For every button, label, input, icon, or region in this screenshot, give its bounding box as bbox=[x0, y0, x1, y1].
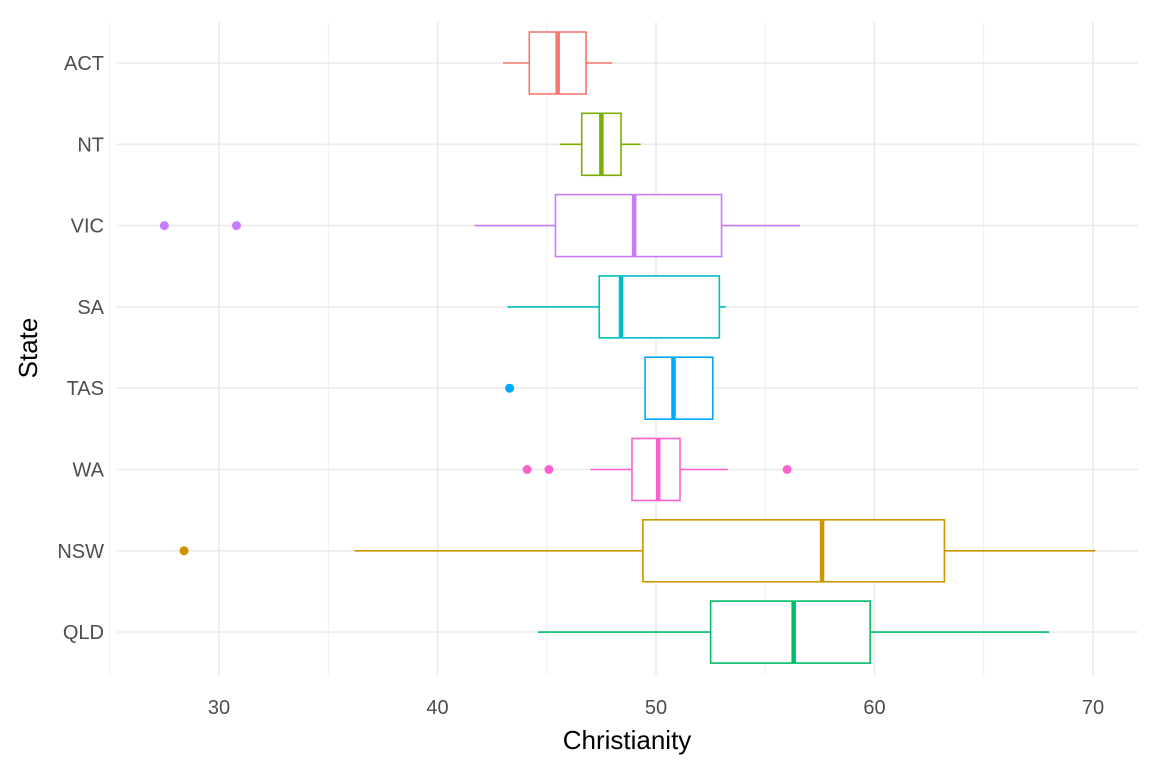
box-qld bbox=[538, 600, 1050, 664]
y-tick-label: VIC bbox=[71, 216, 104, 238]
y-axis-title: State bbox=[13, 318, 43, 379]
outlier-point bbox=[179, 546, 189, 556]
y-tick-label: SA bbox=[77, 297, 104, 319]
box-nt bbox=[559, 112, 641, 177]
iqr-box bbox=[554, 193, 723, 258]
x-axis-title: Christianity bbox=[563, 725, 692, 755]
x-tick-label: 40 bbox=[426, 697, 448, 719]
outlier-point bbox=[231, 221, 241, 231]
box-tas bbox=[505, 356, 714, 421]
outlier-point bbox=[522, 465, 532, 474]
y-tick-label: NT bbox=[77, 134, 104, 156]
box-act bbox=[503, 31, 613, 95]
iqr-box bbox=[709, 600, 871, 664]
box-wa bbox=[522, 437, 792, 502]
y-tick-label: WA bbox=[73, 460, 105, 482]
grid-lines bbox=[109, 22, 1138, 675]
y-tick-label: TAS bbox=[67, 378, 104, 400]
iqr-box bbox=[598, 275, 721, 339]
box-nsw bbox=[179, 518, 1096, 583]
axis-labels: 30 40 50 60 70 ACT NT VIC SA TAS WA NSW QLD bbox=[57, 53, 1104, 719]
x-tick-label: 70 bbox=[1082, 697, 1104, 719]
y-tick-label: QLD bbox=[63, 622, 104, 644]
box-sa bbox=[507, 275, 726, 339]
outlier-point bbox=[544, 465, 554, 474]
x-tick-label: 60 bbox=[863, 697, 885, 719]
iqr-box bbox=[644, 356, 714, 421]
boxplot-boxes bbox=[159, 31, 1096, 664]
iqr-box bbox=[642, 518, 946, 583]
x-tick-label: 30 bbox=[208, 697, 230, 719]
x-tick-label: 50 bbox=[645, 697, 667, 719]
outlier-point bbox=[782, 465, 792, 474]
y-tick-label: ACT bbox=[64, 53, 104, 75]
outlier-point bbox=[505, 383, 515, 393]
outlier-point bbox=[159, 221, 169, 231]
box-vic bbox=[159, 193, 801, 258]
y-tick-label: NSW bbox=[57, 541, 104, 563]
